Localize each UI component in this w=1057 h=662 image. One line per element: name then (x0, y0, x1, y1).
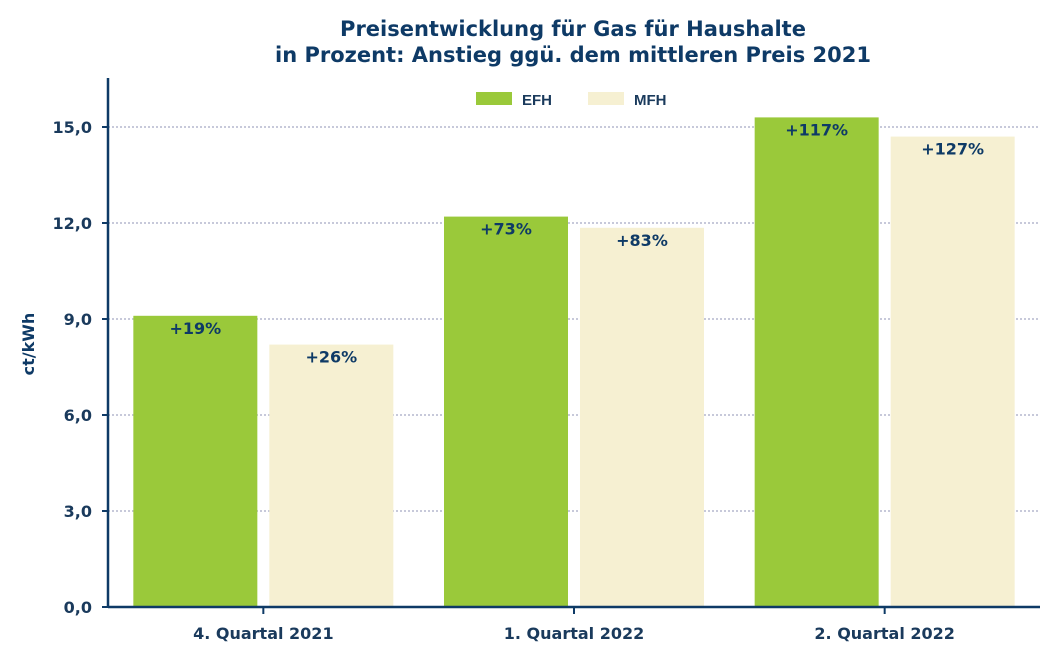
data-label: +19% (169, 319, 221, 338)
y-tick-label: 12,0 (53, 214, 92, 233)
y-tick-label: 6,0 (64, 406, 92, 425)
x-tick-label: 2. Quartal 2022 (814, 624, 955, 643)
chart-subtitle: in Prozent: Anstieg ggü. dem mittleren P… (275, 43, 871, 67)
y-tick-label: 9,0 (64, 310, 92, 329)
legend-label-mfh: MFH (634, 92, 667, 109)
data-label: +127% (921, 140, 984, 159)
y-tick-label: 15,0 (53, 118, 92, 137)
legend-label-efh: EFH (522, 92, 552, 109)
y-tick-label: 0,0 (64, 598, 92, 617)
chart-title: Preisentwicklung für Gas für Haushalte (340, 17, 806, 41)
data-labels: +19% +26% +73% +83% +117% +127% (169, 120, 984, 366)
x-tick-label: 1. Quartal 2022 (504, 624, 645, 643)
y-axis-label: ct/kWh (19, 313, 38, 376)
legend: EFH MFH (476, 92, 667, 109)
bar-mfh (890, 136, 1015, 607)
data-label: +83% (616, 231, 668, 250)
bar-efh (754, 117, 879, 608)
bar-efh (444, 216, 568, 607)
legend-swatch-mfh (588, 92, 624, 105)
data-label: +26% (305, 348, 357, 367)
bar-efh (133, 315, 258, 607)
y-tick-label: 3,0 (64, 502, 92, 521)
gridlines (108, 126, 1040, 512)
bars (133, 117, 1015, 608)
axes: 0,0 3,0 6,0 9,0 12,0 15,0 4. Quartal 2021 1. Qu… (53, 78, 1040, 643)
bar-mfh (269, 344, 394, 607)
data-label: +117% (785, 120, 848, 139)
data-label: +73% (480, 220, 532, 239)
legend-swatch-efh (476, 92, 512, 105)
x-tick-label: 4. Quartal 2021 (193, 624, 334, 643)
bar-mfh (580, 227, 704, 608)
